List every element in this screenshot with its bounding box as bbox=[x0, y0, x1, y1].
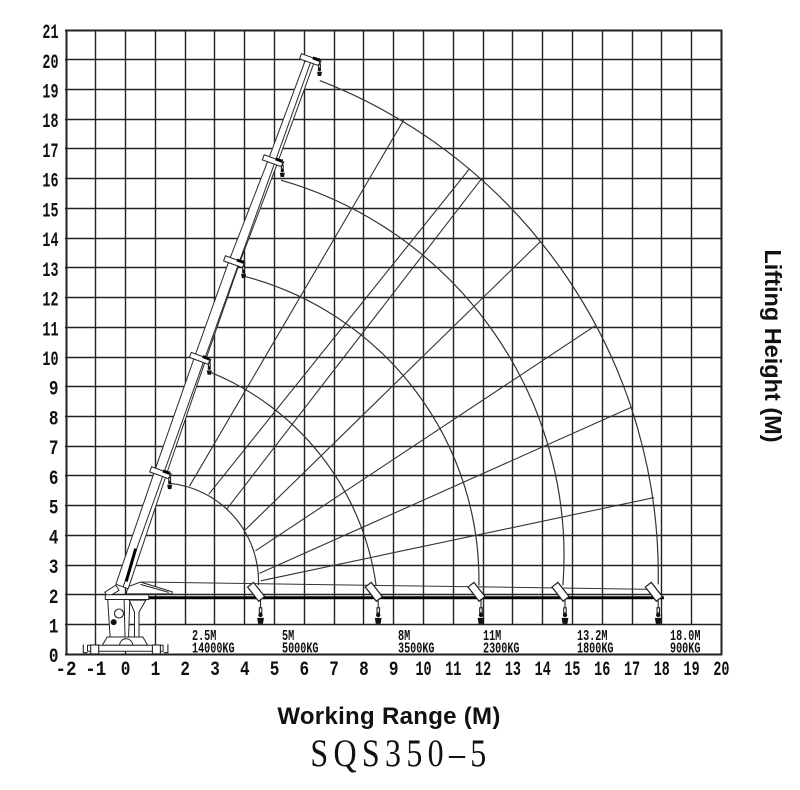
svg-text:14: 14 bbox=[535, 660, 551, 682]
svg-text:19: 19 bbox=[42, 82, 58, 104]
svg-text:11: 11 bbox=[445, 660, 461, 682]
svg-text:5: 5 bbox=[49, 498, 59, 520]
svg-text:-2: -2 bbox=[56, 658, 77, 681]
svg-text:10: 10 bbox=[415, 660, 431, 682]
svg-text:Lifting Height (M): Lifting Height (M) bbox=[760, 249, 786, 442]
svg-text:18: 18 bbox=[42, 112, 58, 134]
svg-text:0: 0 bbox=[121, 660, 131, 682]
svg-text:11M: 11M bbox=[483, 628, 501, 644]
svg-text:4: 4 bbox=[49, 528, 59, 550]
svg-text:20: 20 bbox=[42, 53, 58, 75]
svg-text:2.5M: 2.5M bbox=[192, 628, 216, 644]
svg-text:Working Range (M): Working Range (M) bbox=[277, 703, 500, 730]
svg-text:13.2M: 13.2M bbox=[577, 628, 607, 644]
svg-text:4: 4 bbox=[240, 660, 250, 682]
svg-text:10: 10 bbox=[42, 350, 58, 372]
svg-text:0: 0 bbox=[49, 647, 59, 669]
svg-text:16: 16 bbox=[42, 171, 58, 193]
svg-text:17: 17 bbox=[42, 142, 58, 164]
svg-text:13: 13 bbox=[505, 660, 521, 682]
svg-text:7: 7 bbox=[49, 439, 59, 461]
svg-text:13: 13 bbox=[42, 261, 58, 283]
svg-text:1800KG: 1800KG bbox=[577, 641, 614, 657]
svg-text:5000KG: 5000KG bbox=[282, 641, 319, 657]
svg-text:11: 11 bbox=[42, 320, 58, 342]
svg-text:SQS350–5: SQS350–5 bbox=[310, 731, 491, 775]
svg-text:15: 15 bbox=[564, 660, 580, 682]
svg-text:18.0M: 18.0M bbox=[670, 628, 700, 644]
svg-text:3: 3 bbox=[49, 558, 59, 580]
svg-text:19: 19 bbox=[684, 660, 700, 682]
svg-text:6: 6 bbox=[49, 468, 59, 490]
svg-text:21: 21 bbox=[42, 23, 58, 45]
svg-text:5: 5 bbox=[270, 660, 280, 682]
svg-text:1: 1 bbox=[49, 617, 59, 639]
svg-text:12: 12 bbox=[475, 660, 491, 682]
svg-text:9: 9 bbox=[389, 660, 399, 682]
svg-text:9: 9 bbox=[49, 379, 59, 401]
svg-text:16: 16 bbox=[594, 660, 610, 682]
svg-text:5M: 5M bbox=[282, 628, 294, 644]
svg-text:12: 12 bbox=[42, 290, 58, 312]
svg-text:8M: 8M bbox=[398, 628, 410, 644]
svg-text:3: 3 bbox=[210, 660, 220, 682]
svg-text:-1: -1 bbox=[85, 658, 106, 681]
svg-text:17: 17 bbox=[624, 660, 640, 682]
svg-text:1: 1 bbox=[151, 660, 161, 682]
svg-text:2: 2 bbox=[49, 587, 59, 609]
svg-text:20: 20 bbox=[713, 660, 729, 682]
svg-text:8: 8 bbox=[49, 409, 59, 431]
svg-text:900KG: 900KG bbox=[670, 641, 700, 657]
svg-text:2300KG: 2300KG bbox=[483, 641, 520, 657]
svg-text:14000KG: 14000KG bbox=[192, 641, 235, 657]
svg-text:18: 18 bbox=[654, 660, 670, 682]
svg-text:3500KG: 3500KG bbox=[398, 641, 435, 657]
svg-text:15: 15 bbox=[42, 201, 58, 223]
svg-text:7: 7 bbox=[329, 660, 339, 682]
svg-text:14: 14 bbox=[42, 231, 58, 253]
svg-text:2: 2 bbox=[180, 660, 190, 682]
svg-text:6: 6 bbox=[299, 660, 309, 682]
svg-text:8: 8 bbox=[359, 660, 369, 682]
